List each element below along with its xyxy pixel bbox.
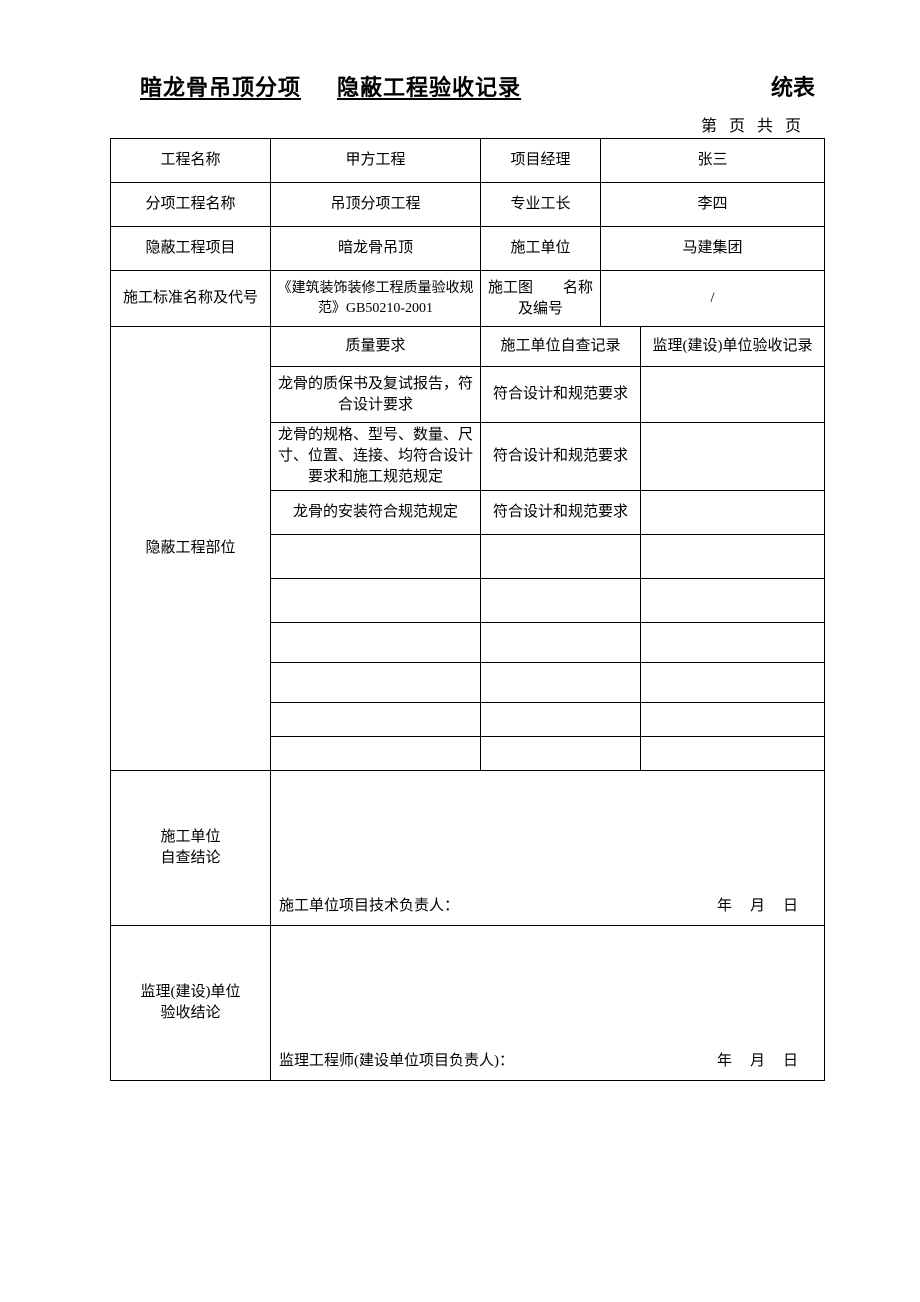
sup-3 — [641, 535, 825, 579]
label-self-conclusion-a: 施工单位 — [115, 827, 266, 848]
sup-1 — [641, 423, 825, 491]
req-3 — [271, 535, 481, 579]
sup-8 — [641, 737, 825, 771]
req-0: 龙骨的质保书及复试报告，符合设计要求 — [271, 367, 481, 423]
header-quality-req: 质量要求 — [271, 327, 481, 367]
form-table: 工程名称 甲方工程 项目经理 张三 分项工程名称 吊顶分项工程 专业工长 李四 … — [110, 138, 825, 1081]
label-standard: 施工标准名称及代号 — [111, 271, 271, 327]
title-spacer — [308, 75, 331, 100]
label-construction-unit: 施工单位 — [481, 227, 601, 271]
label-self-conclusion: 施工单位 自查结论 — [111, 771, 271, 926]
req-8 — [271, 737, 481, 771]
header-self-check: 施工单位自查记录 — [481, 327, 641, 367]
self-3 — [481, 535, 641, 579]
row-hidden-item: 隐蔽工程项目 暗龙骨吊顶 施工单位 马建集团 — [111, 227, 825, 271]
sup-conclusion-block: 监理工程师(建设单位项目负责人)： 年月日 — [271, 926, 825, 1081]
self-0: 符合设计和规范要求 — [481, 367, 641, 423]
self-sig-date: 年月日 — [717, 896, 816, 917]
sup-5 — [641, 623, 825, 663]
self-7 — [481, 703, 641, 737]
row-subproject: 分项工程名称 吊顶分项工程 专业工长 李四 — [111, 183, 825, 227]
req-2: 龙骨的安装符合规范规定 — [271, 491, 481, 535]
self-1: 符合设计和规范要求 — [481, 423, 641, 491]
self-2: 符合设计和规范要求 — [481, 491, 641, 535]
req-4 — [271, 579, 481, 623]
self-8 — [481, 737, 641, 771]
sup-sig-line: 监理工程师(建设单位项目负责人)： 年月日 — [279, 1051, 816, 1072]
self-4 — [481, 579, 641, 623]
sup-2 — [641, 491, 825, 535]
value-drawing: / — [601, 271, 825, 327]
label-sup-conclusion-b: 验收结论 — [115, 1003, 266, 1024]
self-6 — [481, 663, 641, 703]
label-self-conclusion-b: 自查结论 — [115, 848, 266, 869]
label-project-name: 工程名称 — [111, 139, 271, 183]
title-right: 统表 — [771, 70, 815, 102]
row-project: 工程名称 甲方工程 项目经理 张三 — [111, 139, 825, 183]
label-drawing: 施工图 名称及编号 — [481, 271, 601, 327]
sup-4 — [641, 579, 825, 623]
sup-sig-date: 年月日 — [717, 1051, 816, 1072]
row-self-conclusion: 施工单位 自查结论 施工单位项目技术负责人： 年月日 — [111, 771, 825, 926]
label-hidden-part: 隐蔽工程部位 — [111, 327, 271, 771]
self-sig-line: 施工单位项目技术负责人： 年月日 — [279, 896, 816, 917]
req-6 — [271, 663, 481, 703]
value-construction-unit: 马建集团 — [601, 227, 825, 271]
sup-6 — [641, 663, 825, 703]
value-pm: 张三 — [601, 139, 825, 183]
value-standard: 《建筑装饰装修工程质量验收规范》GB50210-2001 — [271, 271, 481, 327]
label-pm: 项目经理 — [481, 139, 601, 183]
title-row: 暗龙骨吊顶分项 隐蔽工程验收记录 统表 — [110, 70, 825, 102]
value-subproject: 吊顶分项工程 — [271, 183, 481, 227]
req-1: 龙骨的规格、型号、数量、尺寸、位置、连接、均符合设计要求和施工规范规定 — [271, 423, 481, 491]
self-conclusion-block: 施工单位项目技术负责人： 年月日 — [271, 771, 825, 926]
row-sup-conclusion: 监理(建设)单位 验收结论 监理工程师(建设单位项目负责人)： 年月日 — [111, 926, 825, 1081]
sup-sig-label: 监理工程师(建设单位项目负责人)： — [279, 1051, 514, 1072]
req-7 — [271, 703, 481, 737]
label-subproject: 分项工程名称 — [111, 183, 271, 227]
title-mid: 隐蔽工程验收记录 — [337, 75, 521, 100]
title-main: 暗龙骨吊顶分项 隐蔽工程验收记录 — [140, 70, 521, 102]
self-sig-label: 施工单位项目技术负责人： — [279, 896, 459, 917]
label-foreman: 专业工长 — [481, 183, 601, 227]
page: 暗龙骨吊顶分项 隐蔽工程验收记录 统表 第 页 共 页 工程名称 甲方工程 项目… — [0, 0, 920, 1302]
row-header: 隐蔽工程部位 质量要求 施工单位自查记录 监理(建设)单位验收记录 — [111, 327, 825, 367]
sup-7 — [641, 703, 825, 737]
label-sup-conclusion-a: 监理(建设)单位 — [115, 982, 266, 1003]
label-sup-conclusion: 监理(建设)单位 验收结论 — [111, 926, 271, 1081]
label-hidden-item: 隐蔽工程项目 — [111, 227, 271, 271]
page-number: 第 页 共 页 — [110, 112, 825, 136]
self-5 — [481, 623, 641, 663]
value-project-name: 甲方工程 — [271, 139, 481, 183]
value-hidden-item: 暗龙骨吊顶 — [271, 227, 481, 271]
sup-0 — [641, 367, 825, 423]
row-standard: 施工标准名称及代号 《建筑装饰装修工程质量验收规范》GB50210-2001 施… — [111, 271, 825, 327]
title-left: 暗龙骨吊顶分项 — [140, 75, 301, 100]
value-foreman: 李四 — [601, 183, 825, 227]
req-5 — [271, 623, 481, 663]
header-supervisor-check: 监理(建设)单位验收记录 — [641, 327, 825, 367]
